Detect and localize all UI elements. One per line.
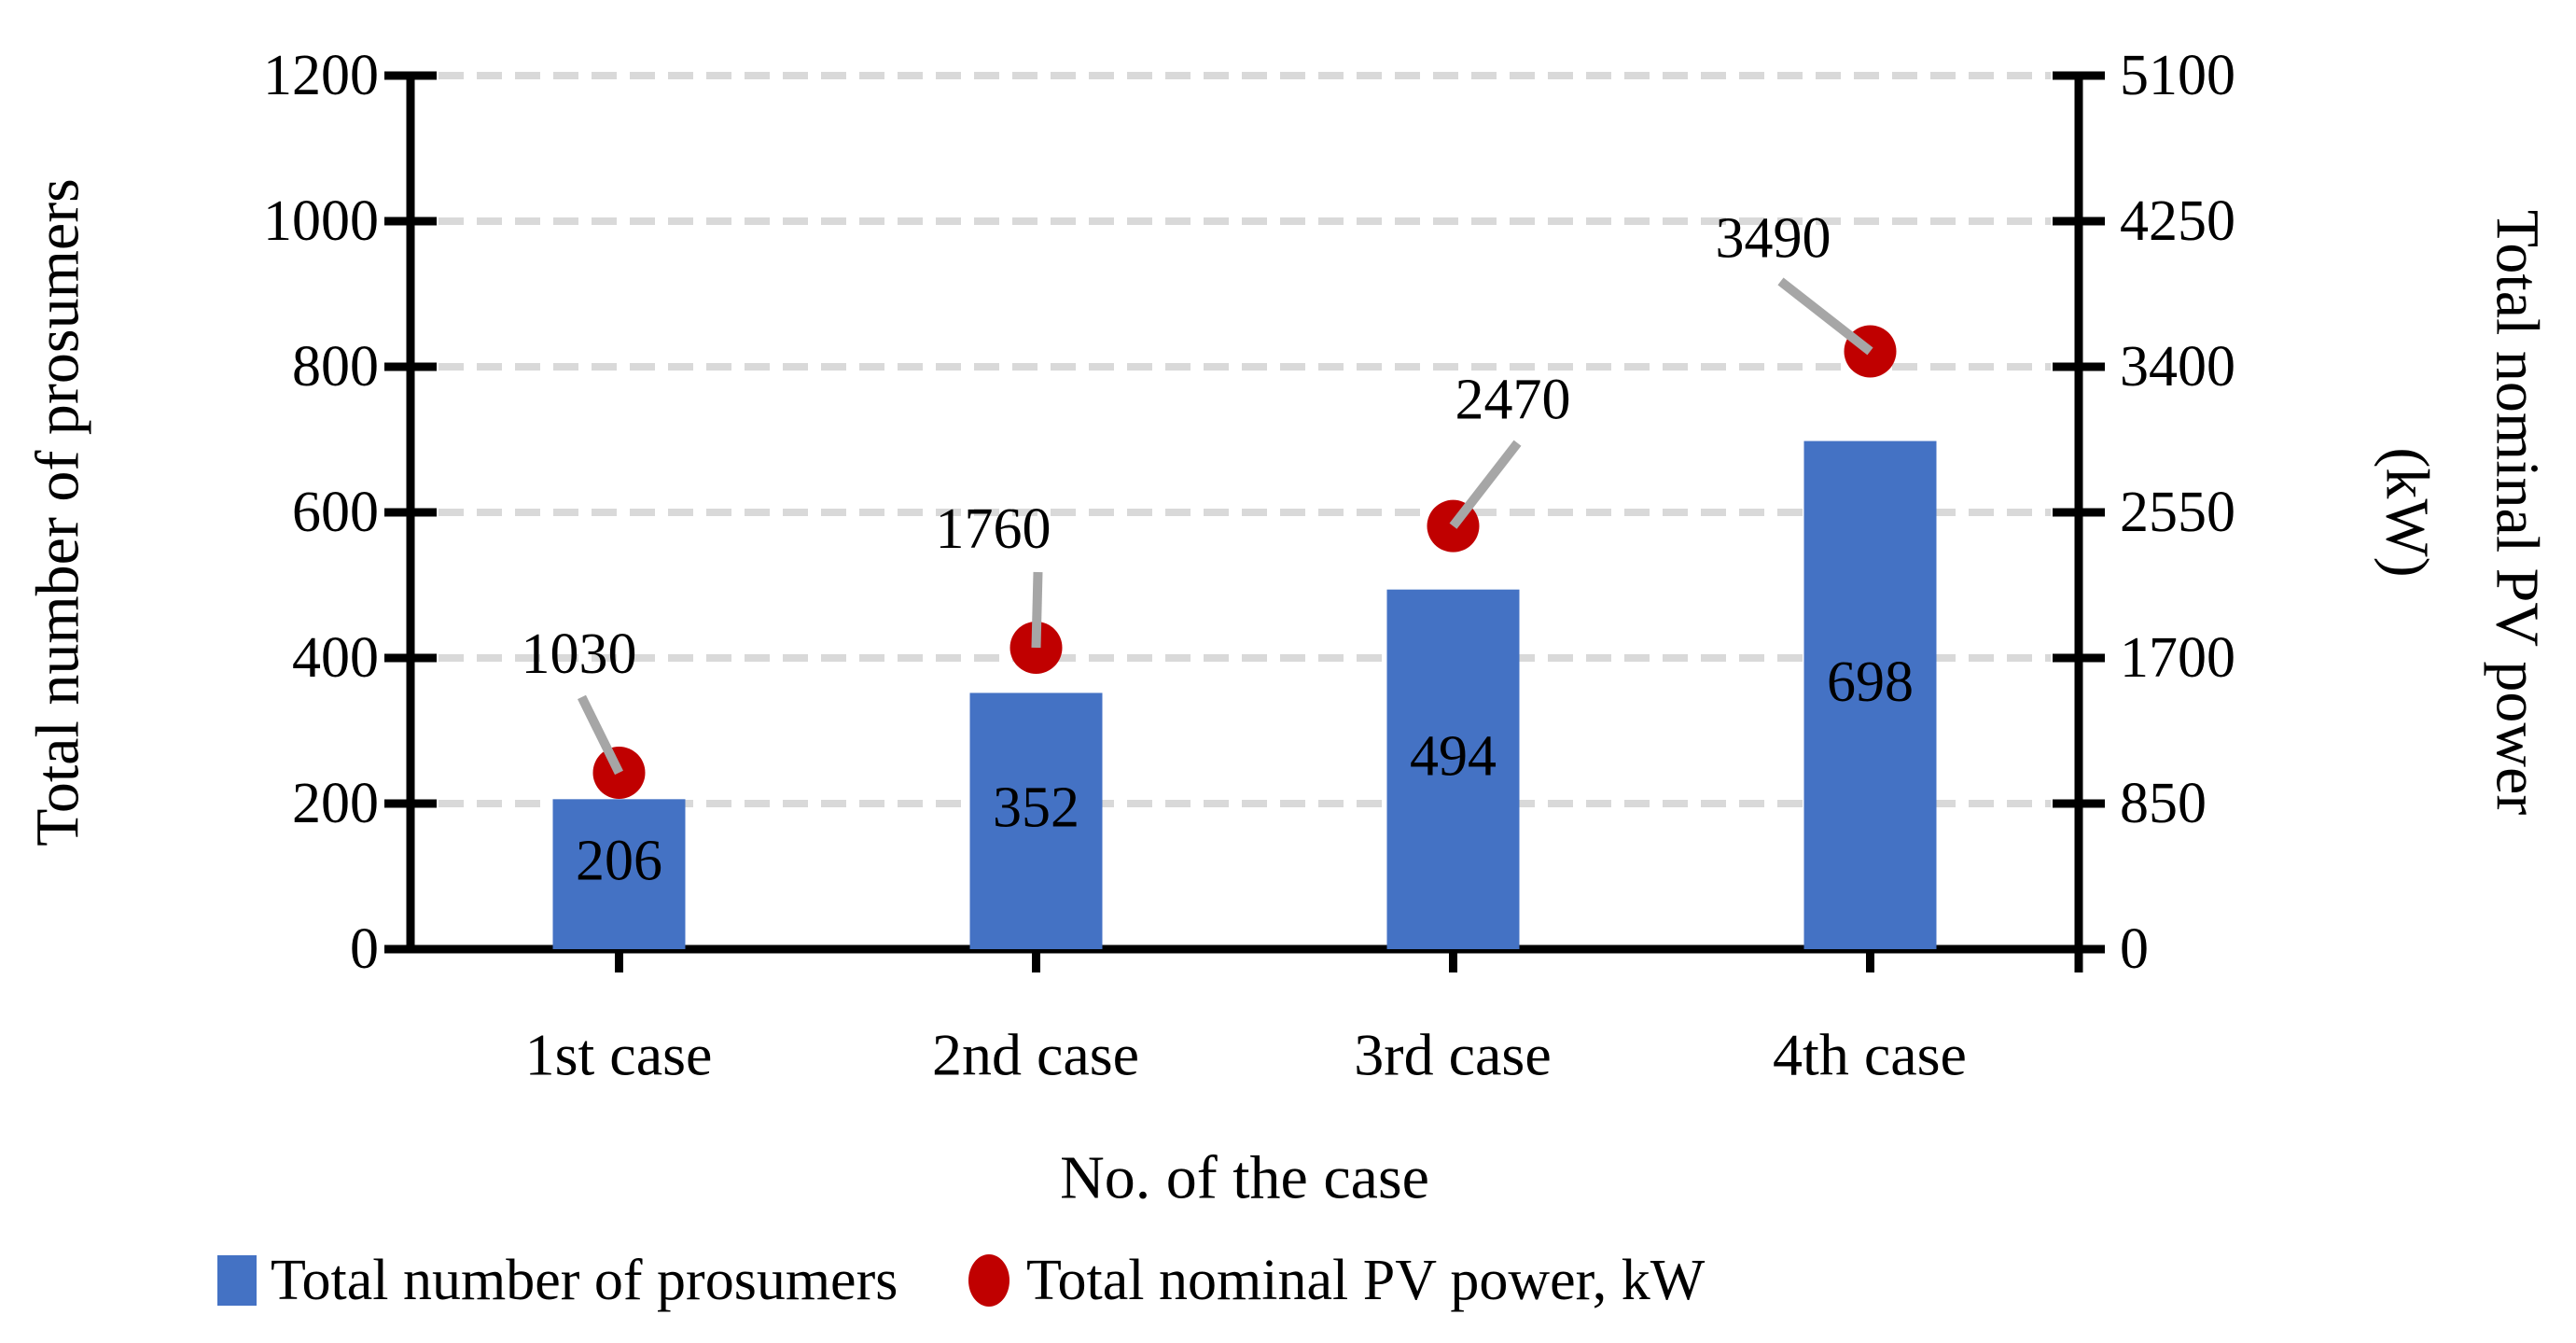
point-value-label: 3490 — [1716, 206, 1831, 270]
gridlines — [439, 72, 2051, 807]
leader-line — [1777, 277, 1873, 356]
right-tick-label: 3400 — [2120, 335, 2235, 399]
axis-ticks — [384, 71, 2105, 972]
category-label: 4th case — [1773, 1022, 1967, 1088]
left-axis-tick-labels: 1200 1000 800 600 400 200 0 — [263, 44, 379, 981]
right-tick-label: 5100 — [2120, 44, 2235, 107]
left-tick-label: 1000 — [263, 189, 379, 253]
x-axis-title: No. of the case — [1060, 1144, 1429, 1212]
legend-scatter-marker — [968, 1254, 1010, 1307]
bar — [552, 799, 686, 949]
x-axis-category-labels: 1st case 2nd case 3rd case 4th case — [525, 1022, 1967, 1088]
legend-bar-marker — [217, 1255, 257, 1306]
point-value-label: 2470 — [1455, 369, 1571, 432]
left-tick-label: 1200 — [263, 44, 379, 107]
right-tick-label: 1700 — [2120, 626, 2235, 690]
left-tick-label: 800 — [292, 335, 379, 399]
left-tick-label: 0 — [350, 917, 379, 981]
legend: Total number of prosumers Total nominal … — [217, 1249, 1706, 1312]
point-value-label: 1760 — [936, 497, 1051, 561]
legend-scatter-label: Total nominal PV power, kW — [1026, 1249, 1706, 1312]
right-axis-tick-labels: 5100 4250 3400 2550 1700 850 0 — [2120, 44, 2235, 981]
bar — [969, 692, 1103, 949]
right-tick-label: 0 — [2120, 917, 2149, 981]
leader-line — [578, 694, 623, 776]
bar-value-label: 698 — [1827, 651, 1914, 714]
right-y-axis-title-unit: (kW) — [2374, 447, 2442, 577]
leader-line — [1449, 440, 1522, 529]
right-y-axis-title: Total nominal PV power — [2484, 210, 2552, 816]
category-label: 1st case — [525, 1022, 713, 1088]
left-tick-label: 200 — [292, 772, 379, 835]
left-tick-label: 600 — [292, 481, 379, 544]
right-tick-label: 2550 — [2120, 481, 2235, 544]
bar-value-label: 352 — [993, 776, 1079, 840]
right-tick-label: 4250 — [2120, 189, 2235, 253]
left-tick-label: 400 — [292, 626, 379, 690]
category-label: 2nd case — [932, 1022, 1139, 1088]
point-value-label: 1030 — [522, 623, 637, 686]
scatter-series: 1030 1760 2470 3490 — [522, 206, 1897, 799]
bar — [1803, 441, 1937, 949]
bar-series: 206 352 494 698 — [552, 441, 1937, 949]
legend-bar-label: Total number of prosumers — [271, 1249, 898, 1312]
leader-line — [1031, 571, 1043, 649]
bar — [1386, 589, 1520, 949]
category-label: 3rd case — [1354, 1022, 1551, 1088]
bar-value-label: 494 — [1410, 724, 1497, 788]
bar-value-label: 206 — [576, 830, 662, 893]
right-tick-label: 850 — [2120, 772, 2207, 835]
left-y-axis-title: Total number of prosumers — [24, 178, 92, 846]
